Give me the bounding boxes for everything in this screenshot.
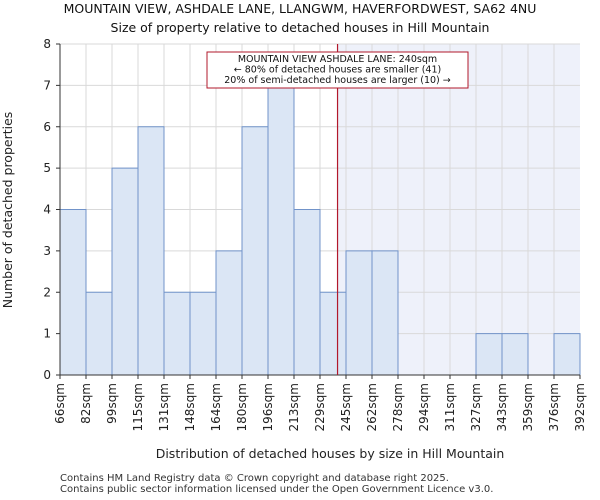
x-tick-label: 196sqm [261,383,275,431]
y-tick-label: 2 [43,285,51,299]
x-tick-label: 99sqm [105,383,119,424]
y-tick-label: 7 [43,78,51,92]
bar [85,291,113,376]
x-tick-label: 131sqm [157,383,171,431]
bar [163,291,191,376]
annotation-line: 20% of semi-detached houses are larger (… [224,75,451,86]
footer-copyright: Contains HM Land Registry data © Crown c… [60,473,449,484]
x-tick-label: 148sqm [183,383,197,431]
x-tick-label: 115sqm [131,383,145,431]
bar [293,209,321,376]
x-tick-label: 376sqm [547,383,561,431]
x-tick-label: 359sqm [521,383,535,431]
bar [137,126,165,376]
annotation-line: ← 80% of detached houses are smaller (41… [234,65,441,76]
bar [371,250,399,376]
bar [111,167,139,376]
bar [215,250,243,376]
annotation-line: MOUNTAIN VIEW ASHDALE LANE: 240sqm [238,54,437,65]
y-axis-label: Number of detached properties [0,112,15,309]
footer-licence: Contains public sector information licen… [60,484,494,495]
x-tick-label: 262sqm [365,383,379,431]
y-tick-label: 4 [43,203,51,217]
x-tick-label: 278sqm [391,383,405,431]
bar [345,250,373,376]
y-tick-label: 0 [43,368,51,382]
y-tick-label: 3 [43,244,51,258]
bar [59,209,87,376]
x-tick-label: 343sqm [495,383,509,431]
x-tick-label: 180sqm [235,383,249,431]
x-tick-label: 245sqm [339,383,353,431]
chart-title: MOUNTAIN VIEW, ASHDALE LANE, LLANGWM, HA… [64,1,537,16]
x-tick-label: 82sqm [79,383,93,424]
x-axis-label: Distribution of detached houses by size … [156,446,505,461]
y-tick-label: 5 [43,161,51,175]
x-tick-label: 327sqm [469,383,483,431]
bar [267,84,295,376]
x-tick-label: 213sqm [287,383,301,431]
bar [501,333,529,376]
bar [475,333,503,376]
x-tick-label: 294sqm [417,383,431,431]
bar [553,333,581,376]
x-tick-label: 311sqm [443,383,457,431]
annotation-box [206,51,469,89]
x-tick-label: 392sqm [573,383,587,431]
x-tick-label: 66sqm [53,383,67,424]
bar [241,126,269,376]
x-tick-label: 229sqm [313,383,327,431]
y-tick-label: 8 [43,37,51,51]
y-tick-label: 6 [43,120,51,134]
bar [319,291,347,376]
chart-subtitle: Size of property relative to detached ho… [111,20,490,35]
x-tick-label: 164sqm [209,383,223,431]
bar [189,291,217,376]
y-tick-label: 1 [43,327,51,341]
plot-area: 0 1 2 3 4 5 6 7 8 66sqm 82sqm 99sqm 115sqm 131sqm 148s… [43,37,587,431]
